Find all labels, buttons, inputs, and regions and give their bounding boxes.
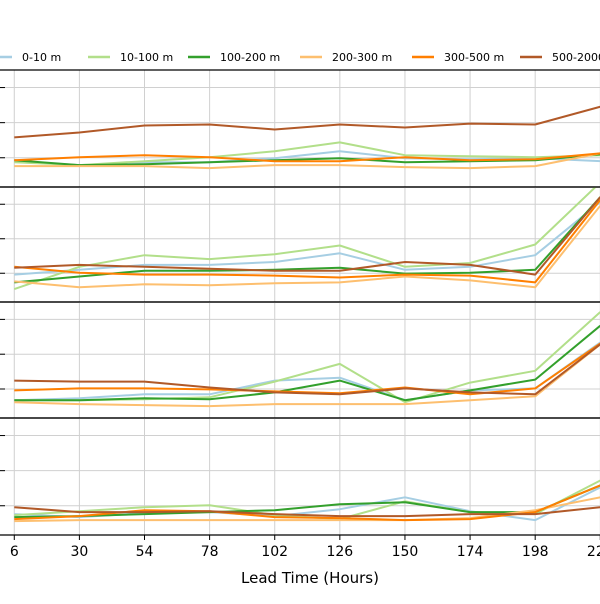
series-line: [14, 484, 600, 522]
x-axis-label: Lead Time (Hours): [241, 569, 379, 587]
legend-label: 100-200 m: [220, 51, 280, 64]
x-axis-ticks: 6 30 54 78 102 126 150 174 198 222: [10, 535, 600, 560]
legend-label: 200-300 m: [332, 51, 392, 64]
x-tick-label: 222: [587, 544, 600, 560]
legend-item: 200-300 m: [300, 51, 392, 64]
series-line: [14, 484, 600, 519]
series-line: [14, 152, 600, 163]
series-line: [14, 324, 600, 402]
series-line: [14, 201, 600, 276]
chart-panels: [0, 69, 600, 536]
series-line: [14, 506, 600, 518]
x-tick-label: 174: [457, 544, 484, 560]
x-tick-label: 150: [392, 544, 419, 560]
series-group: [14, 311, 600, 408]
legend-item: 10-100 m: [88, 51, 173, 64]
x-tick-label: 198: [522, 544, 549, 560]
chart-panel: [0, 186, 600, 303]
series-line: [14, 343, 600, 396]
chart-panel: [0, 301, 600, 419]
legend-label: 0-10 m: [22, 51, 61, 64]
legend-item: 100-200 m: [188, 51, 280, 64]
legend-label: 500-2000: [552, 51, 600, 64]
legend-label: 300-500 m: [444, 51, 504, 64]
series-line: [14, 141, 600, 167]
series-group: [14, 105, 600, 170]
series-line: [14, 196, 600, 276]
series-group: [13, 187, 600, 291]
x-tick-label: 30: [70, 544, 88, 560]
x-tick-label: 78: [201, 544, 219, 560]
series-line: [14, 199, 600, 284]
legend-label: 10-100 m: [120, 51, 173, 64]
series-line: [14, 105, 600, 139]
chart-panel: [0, 417, 600, 536]
series-line: [13, 187, 597, 291]
series-line: [14, 152, 600, 170]
chart-panel: [0, 69, 600, 188]
legend-item: 500-2000: [520, 51, 600, 64]
x-tick-label: 54: [136, 544, 154, 560]
legend: 0-10 m 10-100 m 100-200 m 200-300 m 300-500 …: [0, 51, 600, 64]
series-line: [14, 196, 600, 284]
series-line: [14, 205, 600, 289]
legend-item: 300-500 m: [412, 51, 504, 64]
legend-item: 0-10 m: [0, 51, 61, 64]
x-tick-label: 126: [326, 544, 353, 560]
x-tick-label: 6: [10, 544, 19, 560]
series-group: [14, 479, 600, 523]
x-tick-label: 102: [261, 544, 288, 560]
series-line: [14, 341, 600, 402]
series-line: [14, 343, 600, 408]
